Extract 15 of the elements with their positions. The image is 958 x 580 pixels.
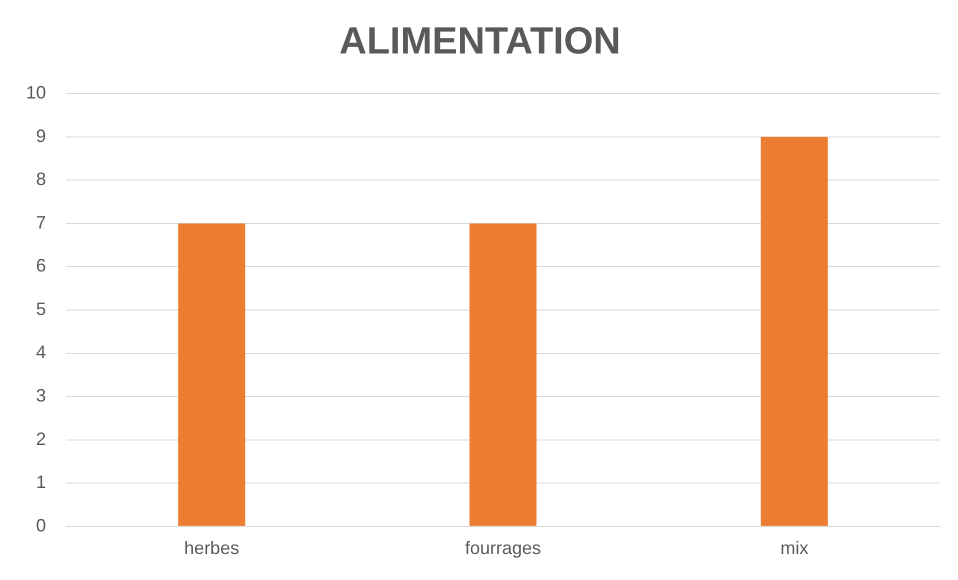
y-tick-label: 1	[36, 472, 46, 492]
y-tick-label: 5	[36, 298, 46, 319]
y-tick-label: 10	[26, 82, 46, 103]
y-tick-label: 7	[36, 212, 46, 232]
y-tick-label: 8	[36, 169, 46, 190]
x-tick-label: mix	[780, 538, 808, 558]
y-tick-label: 3	[36, 386, 46, 406]
x-tick-label: fourrages	[464, 538, 542, 558]
chart-title: ALIMENTATION	[339, 20, 621, 62]
y-tick-label: 2	[36, 428, 46, 449]
x-tick-label: herbes	[184, 538, 240, 558]
y-tick-label: 4	[36, 342, 46, 362]
y-tick-label: 9	[36, 126, 46, 146]
y-tick-label: 6	[36, 256, 46, 276]
y-tick-label: 0	[36, 515, 46, 536]
